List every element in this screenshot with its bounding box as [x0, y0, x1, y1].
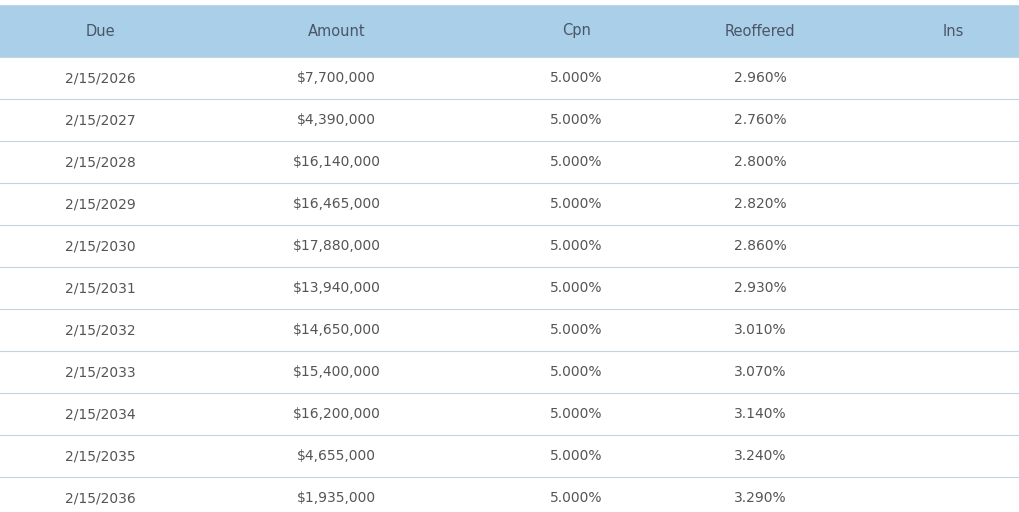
Text: 2.860%: 2.860%: [733, 239, 786, 253]
Text: Due: Due: [85, 24, 115, 38]
Text: 2/15/2029: 2/15/2029: [64, 197, 136, 211]
Text: 2/15/2035: 2/15/2035: [64, 449, 136, 463]
Text: 2/15/2030: 2/15/2030: [64, 239, 136, 253]
Text: Cpn: Cpn: [561, 24, 590, 38]
Text: 3.010%: 3.010%: [733, 323, 786, 337]
Text: 3.140%: 3.140%: [733, 407, 786, 421]
Text: 5.000%: 5.000%: [549, 239, 602, 253]
Bar: [0, 5, 1019, 57]
Text: 5.000%: 5.000%: [549, 155, 602, 169]
Text: 3.240%: 3.240%: [733, 449, 786, 463]
Text: Ins: Ins: [943, 24, 963, 38]
Text: 5.000%: 5.000%: [549, 323, 602, 337]
Text: 2/15/2032: 2/15/2032: [64, 323, 136, 337]
Text: $16,465,000: $16,465,000: [292, 197, 380, 211]
Text: 2/15/2026: 2/15/2026: [64, 71, 136, 85]
Text: 2/15/2028: 2/15/2028: [64, 155, 136, 169]
Text: 2/15/2031: 2/15/2031: [64, 281, 136, 295]
Text: 3.290%: 3.290%: [733, 491, 786, 505]
Text: 5.000%: 5.000%: [549, 281, 602, 295]
Text: 2/15/2034: 2/15/2034: [64, 407, 136, 421]
Text: $17,880,000: $17,880,000: [292, 239, 380, 253]
Text: $16,200,000: $16,200,000: [292, 407, 380, 421]
Text: 5.000%: 5.000%: [549, 491, 602, 505]
Text: Amount: Amount: [308, 24, 365, 38]
Text: $14,650,000: $14,650,000: [292, 323, 380, 337]
Text: $16,140,000: $16,140,000: [292, 155, 380, 169]
Text: $4,655,000: $4,655,000: [297, 449, 376, 463]
Text: $4,390,000: $4,390,000: [297, 113, 376, 127]
Text: 2.960%: 2.960%: [733, 71, 786, 85]
Text: 2.930%: 2.930%: [733, 281, 786, 295]
Text: 5.000%: 5.000%: [549, 449, 602, 463]
Text: 3.070%: 3.070%: [733, 365, 786, 379]
Text: $13,940,000: $13,940,000: [292, 281, 380, 295]
Text: $7,700,000: $7,700,000: [297, 71, 376, 85]
Text: 5.000%: 5.000%: [549, 365, 602, 379]
Text: 2/15/2036: 2/15/2036: [64, 491, 136, 505]
Text: 5.000%: 5.000%: [549, 197, 602, 211]
Text: 2/15/2027: 2/15/2027: [64, 113, 136, 127]
Text: 5.000%: 5.000%: [549, 71, 602, 85]
Text: 2.800%: 2.800%: [733, 155, 786, 169]
Text: 2.760%: 2.760%: [733, 113, 786, 127]
Text: Reoffered: Reoffered: [723, 24, 795, 38]
Text: $15,400,000: $15,400,000: [292, 365, 380, 379]
Text: 2/15/2033: 2/15/2033: [64, 365, 136, 379]
Text: 2.820%: 2.820%: [733, 197, 786, 211]
Text: 5.000%: 5.000%: [549, 407, 602, 421]
Text: $1,935,000: $1,935,000: [297, 491, 376, 505]
Text: 5.000%: 5.000%: [549, 113, 602, 127]
